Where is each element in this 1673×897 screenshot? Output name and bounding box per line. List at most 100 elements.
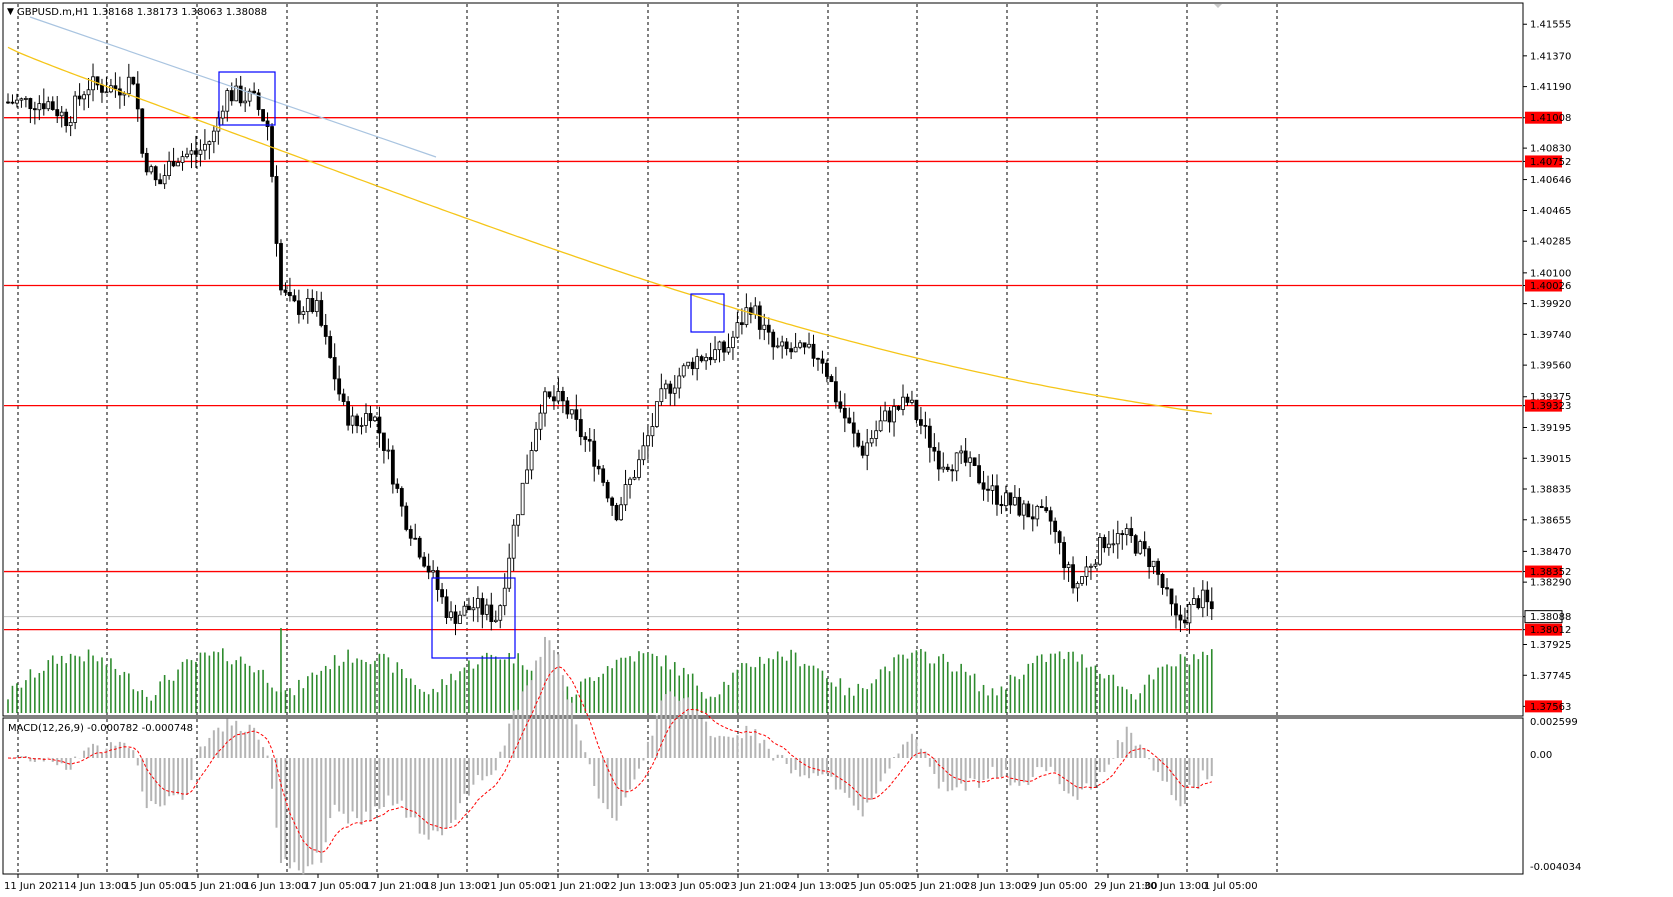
candle-body [435, 570, 440, 590]
moving-average[interactable] [7, 16, 1212, 415]
candle-body [498, 605, 503, 621]
candle-body [413, 537, 418, 540]
candle-body [68, 122, 73, 127]
candle-body [23, 98, 28, 100]
candle-body [874, 430, 879, 439]
candle-body [1174, 603, 1178, 616]
candle-body [869, 438, 874, 444]
candle-body [135, 83, 140, 110]
candle-body [534, 428, 538, 451]
candle-body [825, 362, 829, 377]
candle-body [422, 556, 427, 567]
horizontal-levels[interactable] [4, 117, 1522, 631]
candle-body [32, 108, 37, 111]
candle-body [565, 400, 570, 415]
candle-body [162, 175, 167, 185]
highlight-box [431, 577, 516, 659]
candle-body [905, 396, 910, 403]
macd-axis-label: 0.00 [1530, 750, 1552, 761]
candle-body [798, 342, 802, 348]
candle-body [816, 357, 820, 360]
candle-body [1075, 583, 1080, 589]
candle-body [677, 375, 682, 389]
candle-body [341, 393, 346, 402]
candle-body [641, 445, 646, 461]
candle-body [690, 361, 695, 370]
candle-body [860, 445, 865, 456]
candle-body [41, 103, 46, 110]
candle-body [256, 92, 261, 110]
candle-body [100, 84, 104, 93]
candle-body [1111, 543, 1116, 546]
candle-body [261, 109, 265, 122]
candle-body [431, 570, 436, 573]
candle-body [592, 440, 597, 467]
candle-body [941, 466, 946, 470]
candle-body [1115, 533, 1120, 545]
candle-body [740, 322, 744, 326]
candle-body [1057, 531, 1062, 543]
candle-body [395, 483, 400, 489]
price-axis-label: 1.40285 [1530, 237, 1571, 248]
candle-body [1026, 503, 1031, 518]
candle-body [167, 161, 172, 176]
candle-body [19, 98, 24, 101]
candle-body [775, 345, 780, 348]
macd-label: MACD(12,26,9) -0.000782 -0.000748 [8, 723, 193, 734]
price-axis-label: 1.40830 [1530, 144, 1571, 155]
candle-body [552, 396, 556, 402]
price-axis-label: 1.39920 [1530, 299, 1571, 310]
candle-body [1030, 516, 1035, 520]
candle-body [149, 166, 154, 173]
candle-body [426, 565, 431, 573]
candle-body [695, 356, 700, 370]
candle-body [959, 450, 964, 454]
time-axis-label: 23 Jun 21:00 [724, 881, 788, 892]
time-axis-label: 21 Jun 21:00 [544, 881, 608, 892]
candle-body [587, 439, 592, 442]
candle-body [1093, 563, 1098, 567]
candle-body [722, 341, 726, 353]
candle-body [462, 605, 467, 616]
candle-body [753, 305, 758, 315]
candle-body [332, 357, 337, 380]
price-axis-label: 1.37925 [1530, 640, 1571, 651]
candle-body [247, 90, 252, 102]
candle-body [1200, 589, 1205, 609]
candle-body [708, 356, 713, 361]
candle-body [202, 143, 207, 151]
candle-body [596, 465, 601, 470]
candle-body [789, 348, 794, 353]
candle-body [780, 341, 785, 347]
candle-body [220, 110, 225, 119]
candle-body [735, 322, 740, 338]
price-tag [1525, 700, 1562, 713]
candle-body [1151, 560, 1156, 568]
macd-panel[interactable] [2, 717, 1524, 875]
candle-body [1187, 604, 1192, 624]
price-axis-label: 1.37563 [1530, 702, 1571, 713]
price-axis-label: 1.40646 [1530, 175, 1571, 186]
candle-body [55, 109, 60, 117]
candle-body [355, 415, 359, 427]
price-panel[interactable] [2, 2, 1524, 717]
triangle-down-icon[interactable]: ▼ [7, 7, 14, 17]
candle-body [180, 156, 185, 163]
candle-body [95, 76, 100, 86]
candle-body [480, 598, 485, 615]
candle-body [945, 466, 950, 471]
price-tag [1524, 610, 1563, 624]
candle-body [731, 336, 735, 349]
scroll-marker-icon[interactable] [1214, 4, 1222, 8]
candle-body [104, 91, 109, 94]
price-axis-label: 1.38352 [1530, 567, 1571, 578]
candles [6, 63, 1214, 636]
time-axis-label: 15 Jun 21:00 [184, 881, 248, 892]
candle-body [713, 349, 717, 361]
macd-axis-label: -0.004034 [1530, 862, 1581, 873]
rectangles[interactable] [218, 71, 725, 659]
candle-body [50, 101, 55, 110]
candle-body [408, 529, 413, 539]
candle-body [659, 388, 664, 403]
